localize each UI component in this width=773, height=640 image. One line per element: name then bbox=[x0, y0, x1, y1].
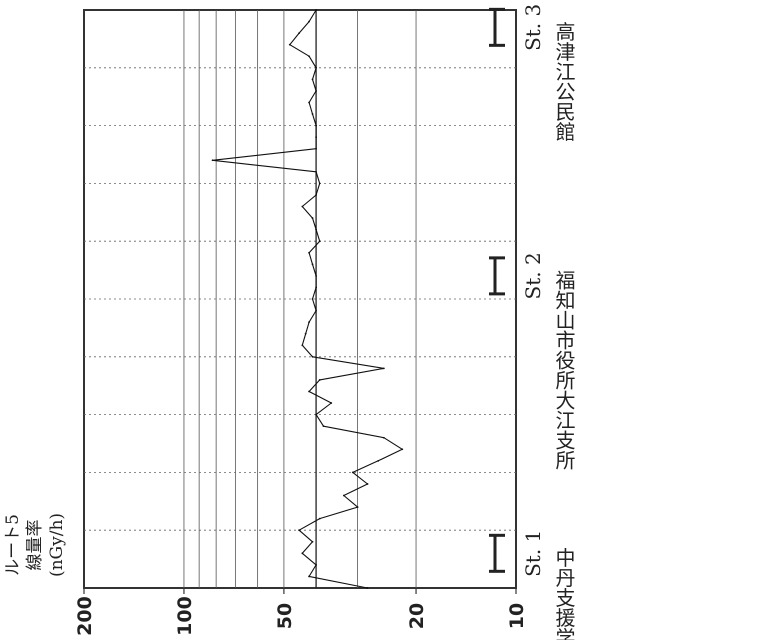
data-point bbox=[366, 587, 369, 589]
data-point bbox=[301, 552, 304, 555]
data-point bbox=[311, 263, 314, 266]
data-point bbox=[308, 251, 310, 254]
data-point bbox=[318, 379, 321, 381]
y-tick-label: 200 bbox=[74, 596, 96, 636]
data-point bbox=[318, 517, 321, 520]
data-point bbox=[330, 402, 333, 404]
station-id-label: St. 3 bbox=[521, 4, 545, 51]
data-point bbox=[315, 147, 317, 150]
data-point bbox=[288, 43, 291, 46]
data-point bbox=[315, 66, 317, 69]
y-axis-label: ルート5 線量率 (nGy/h) bbox=[3, 513, 67, 577]
data-point bbox=[356, 506, 359, 508]
data-point bbox=[308, 390, 310, 393]
data-point bbox=[315, 194, 317, 196]
data-point bbox=[308, 575, 310, 578]
station-name-label: 福知山市役所大江支所 bbox=[552, 269, 576, 469]
data-point bbox=[342, 494, 345, 497]
series-line-dose-rate bbox=[212, 9, 403, 589]
data-point bbox=[318, 182, 321, 185]
data-point bbox=[315, 309, 317, 312]
data-point bbox=[298, 529, 301, 532]
data-point bbox=[308, 101, 310, 104]
station-markers: St. 1 中丹支援学校 St. 2 福知山市役所大江支所 St. 3 高津江公民館 bbox=[489, 4, 576, 640]
y-tick-label: 100 bbox=[174, 596, 196, 636]
station-name-label: 高津江公民館 bbox=[552, 21, 576, 141]
data-point bbox=[311, 540, 314, 543]
data-point bbox=[301, 205, 304, 208]
data-point bbox=[377, 459, 380, 462]
data-point bbox=[315, 9, 317, 11]
station-id-label: St. 1 bbox=[521, 530, 545, 577]
station-id-label: St. 2 bbox=[521, 252, 545, 299]
data-point bbox=[315, 274, 317, 277]
grid-lines bbox=[84, 10, 516, 588]
y-axis-label-line: 線量率 bbox=[25, 520, 45, 571]
data-point bbox=[301, 344, 304, 347]
data-point bbox=[311, 113, 314, 115]
data-point bbox=[401, 448, 404, 451]
y-tick-label: 20 bbox=[406, 603, 428, 629]
data-point bbox=[315, 413, 317, 416]
data-point bbox=[366, 483, 369, 485]
y-axis-label-line: (nGy/h) bbox=[47, 513, 67, 577]
data-point bbox=[211, 159, 214, 162]
data-point bbox=[315, 124, 317, 127]
data-point bbox=[351, 471, 354, 474]
data-point bbox=[315, 90, 317, 92]
series-layer bbox=[211, 9, 404, 589]
data-point bbox=[304, 332, 307, 335]
data-point bbox=[311, 78, 314, 81]
y-tick-label: 50 bbox=[274, 603, 296, 629]
data-point bbox=[298, 32, 301, 35]
data-point bbox=[311, 298, 314, 300]
data-point bbox=[308, 20, 310, 23]
station-name-label: 中丹支援学校 bbox=[552, 547, 576, 640]
data-point bbox=[318, 240, 321, 243]
data-point bbox=[315, 563, 317, 566]
data-point bbox=[315, 136, 317, 139]
y-tick-labels: 200 100 50 20 10 bbox=[74, 588, 528, 636]
data-point bbox=[382, 436, 385, 439]
data-point bbox=[308, 321, 310, 324]
data-point bbox=[315, 228, 317, 231]
y-tick-label: 10 bbox=[506, 603, 528, 629]
data-point bbox=[308, 55, 310, 58]
data-point bbox=[382, 367, 385, 370]
data-point bbox=[322, 425, 325, 428]
data-point bbox=[311, 355, 314, 358]
data-point bbox=[315, 170, 317, 173]
data-point bbox=[315, 286, 317, 289]
y-axis-label-line: ルート5 bbox=[3, 514, 23, 576]
data-point bbox=[311, 217, 314, 219]
